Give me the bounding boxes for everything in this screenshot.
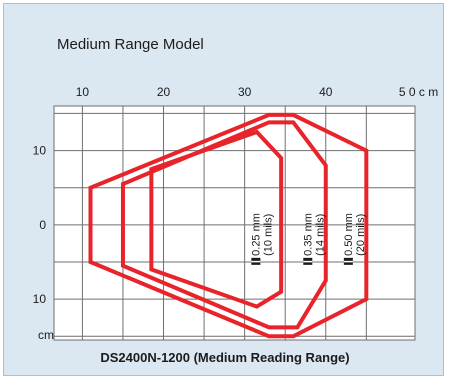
reading-zone-outline (120, 120, 328, 330)
zone-size-label: 0.50 mm (343, 213, 355, 256)
y-tick-label: 10 (33, 292, 47, 306)
barcode-icon-gap (303, 260, 313, 263)
reading-zone-label: 0.25 mm (10 mils) (250, 213, 274, 265)
chart-title: Medium Range Model (57, 36, 204, 53)
zone-mils-label: (14 mils) (314, 214, 326, 256)
reading-zone-outline (88, 112, 369, 339)
reading-zone-label: 0.35 mm (14 mils) (302, 213, 326, 265)
x-tick-label: 20 (157, 85, 171, 99)
barcode-icon-gap (251, 260, 261, 263)
chart-caption: DS2400N-1200 (Medium Reading Range) (100, 350, 349, 365)
zone-mils-label: (20 mils) (355, 214, 367, 256)
series-layer: 0.25 mm (10 mils) 0.35 mm (14 mils) 0.50 mm(… (88, 112, 369, 339)
reading-zone-label: 0.50 mm (20 mils) (343, 213, 367, 265)
x-tick-label: 5 0 c m (399, 85, 438, 99)
zone-mils-label: (10 mils) (262, 214, 274, 256)
barcode-icon-gap (343, 260, 353, 263)
y-tick-label: 10 (33, 144, 47, 158)
zone-size-label: 0.35 mm (302, 213, 314, 256)
tick-layer: 10 20 30 40 5 0 c m 10 0 10 (33, 85, 439, 306)
x-tick-label: 30 (238, 85, 252, 99)
y-unit-label: cm (38, 328, 54, 342)
zone-size-label: 0.25 mm (250, 213, 262, 256)
x-tick-label: 10 (76, 85, 90, 99)
reading-zone-outline (149, 129, 284, 309)
x-tick-label: 40 (319, 85, 333, 99)
y-tick-label: 0 (39, 218, 46, 232)
